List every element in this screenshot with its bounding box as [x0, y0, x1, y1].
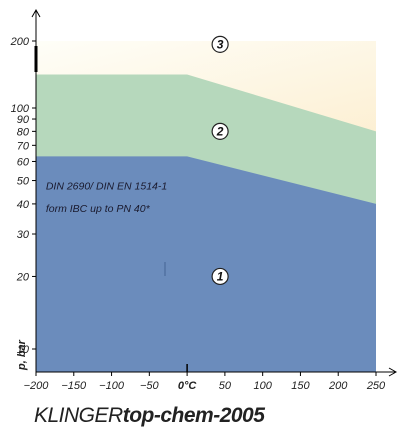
x-tick-label: −150	[61, 380, 87, 392]
x-tick-label: 150	[291, 380, 310, 392]
zone-3-badge	[211, 35, 229, 53]
y-axis-label: p, bar	[16, 339, 28, 371]
x-tick-label: 100	[253, 380, 272, 392]
y-tick-label: 10	[17, 344, 30, 356]
x-tick-label: 250	[366, 380, 386, 392]
x-tick-label: −50	[140, 380, 160, 392]
x-axis-arrow-icon	[388, 367, 398, 377]
annotation-text: form IBC up to PN 40*	[46, 203, 151, 215]
x-tick-label: −200	[24, 380, 50, 392]
zone-2-badge	[211, 122, 229, 140]
zone-2-label: 2	[216, 125, 224, 139]
x-tick-label: −100	[99, 380, 125, 392]
y-tick-label: 20	[16, 271, 30, 283]
y-tick-label: 50	[17, 176, 30, 188]
pressure-temperature-chart: −200 −150 −100 −50 0°C 50 100 150 200 25010203040…	[10, 8, 398, 392]
product-name: top-chem-2005	[122, 404, 265, 427]
y-tick-label: 60	[17, 156, 30, 168]
y-tick-label: 90	[17, 114, 30, 126]
y-tick-label: 40	[17, 199, 30, 211]
y-axis-break-mark	[34, 46, 38, 72]
annotation-text: DIN 2690/ DIN EN 1514-1	[46, 180, 167, 192]
x-tick-label: 0°C	[178, 380, 198, 392]
x-tick-label: 50	[219, 380, 232, 392]
zone-1-label: 1	[217, 270, 224, 284]
product-title: KLINGERtop-chem-2005	[34, 404, 265, 428]
y-axis-arrow-icon	[31, 8, 41, 18]
zone-1-badge	[211, 267, 229, 286]
y-tick-label: 200	[10, 36, 30, 48]
y-tick-label: 30	[17, 229, 30, 241]
y-tick-label: 100	[11, 103, 30, 115]
x-tick-label: 200	[328, 380, 348, 392]
product-brand: KLINGER	[34, 404, 123, 427]
zone-1-area	[36, 156, 376, 372]
y-tick-label: 70	[17, 140, 30, 152]
zone-3-label: 3	[217, 38, 224, 52]
y-tick-label: 80	[17, 126, 30, 138]
